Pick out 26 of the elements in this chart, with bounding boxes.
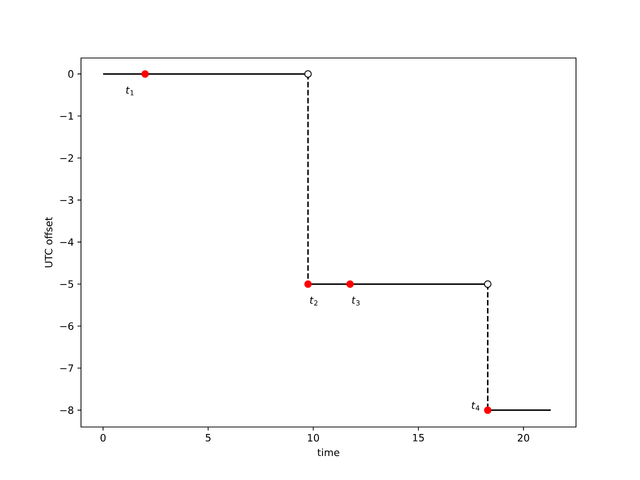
y-tick-label: −4 [60, 238, 74, 246]
y-tick-label: −5 [60, 280, 74, 288]
point [346, 280, 354, 288]
point [484, 406, 492, 414]
annotation: t$_{4}$ [472, 402, 480, 411]
x-tick-label: 0 [100, 434, 106, 442]
y-tick-label: −3 [60, 196, 74, 204]
x-tick-label: 10 [308, 434, 319, 442]
x-axis-title: time [317, 448, 340, 456]
y-tick-label: −1 [60, 112, 74, 120]
y-tick-label: 0 [68, 70, 74, 78]
y-tick-label: −2 [60, 154, 73, 162]
point [304, 280, 312, 288]
y-tick-label: −6 [60, 322, 74, 330]
point [141, 70, 149, 78]
y-axis-title: UTC offset [44, 217, 52, 268]
x-tick-label: 5 [206, 434, 210, 442]
x-tick-label: 15 [413, 434, 424, 442]
point [484, 280, 492, 288]
y-tick-label: −7 [60, 364, 74, 372]
y-tick-label: −8 [60, 406, 74, 414]
annotation: t$_{2}$ [310, 296, 318, 306]
annotation: t$_{1}$ [126, 86, 134, 96]
annotation: t$_{3}$ [352, 296, 360, 306]
x-tick-label: 20 [518, 434, 530, 442]
point [304, 70, 312, 78]
